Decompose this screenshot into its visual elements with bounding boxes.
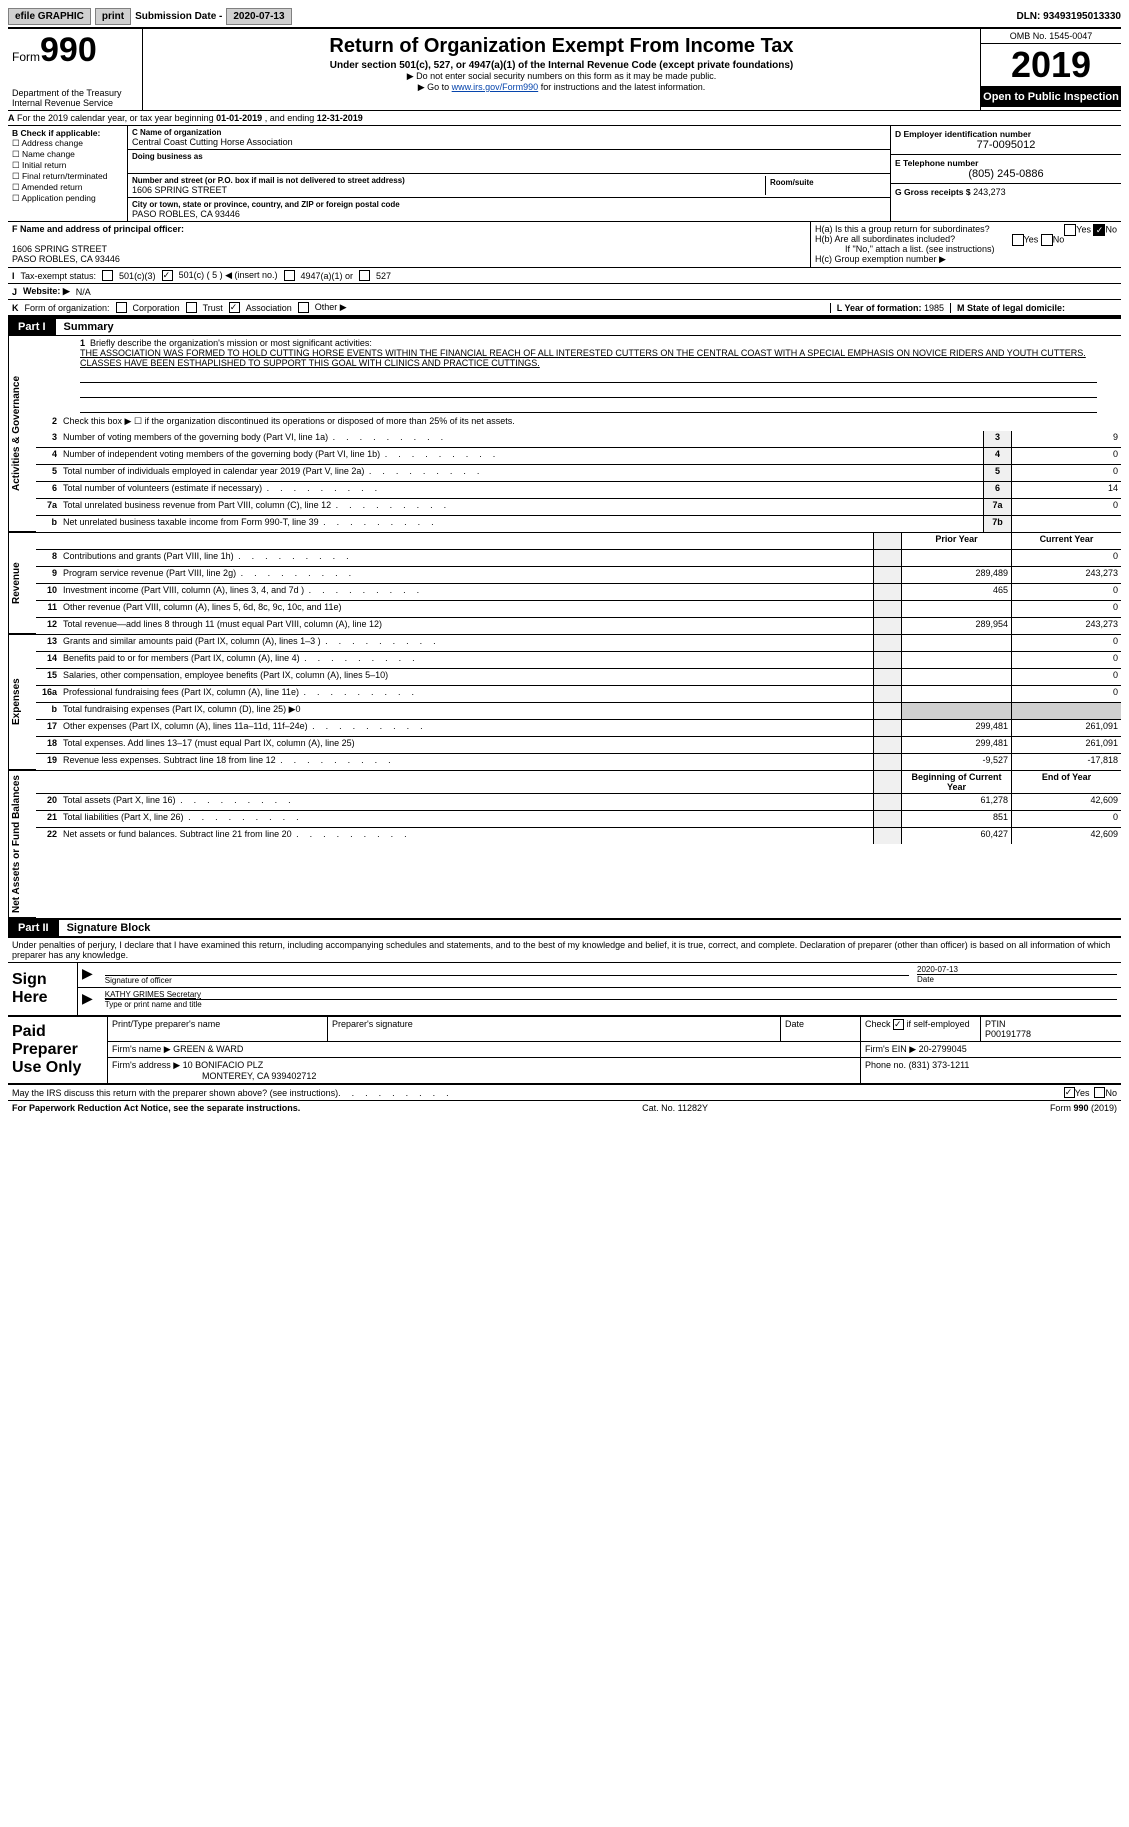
block-b-header: B Check if applicable: (12, 128, 123, 138)
firm-name: GREEN & WARD (173, 1044, 243, 1054)
efile-badge: efile GRAPHIC (8, 8, 91, 25)
part-1-header: Part I Summary (8, 317, 1121, 336)
firm-addr1: 10 BONIFACIO PLZ (183, 1060, 264, 1070)
ein-label: D Employer identification number (895, 129, 1117, 139)
period-line: A For the 2019 calendar year, or tax yea… (8, 110, 1121, 125)
open-to-public: Open to Public Inspection (981, 87, 1121, 107)
officer-sig-label: Signature of officer (105, 975, 909, 985)
form-title: Return of Organization Exempt From Incom… (151, 35, 972, 58)
tax-year: 2019 (981, 44, 1121, 87)
sign-here-label: Sign Here (8, 963, 78, 1015)
omb-number: OMB No. 1545-0047 (981, 29, 1121, 44)
officer-name: KATHY GRIMES Secretary (105, 990, 1117, 999)
row-i: I Tax-exempt status: 501(c)(3) 501(c) ( … (8, 267, 1121, 283)
tel-label: E Telephone number (895, 158, 1117, 168)
form-number: Form990 (12, 31, 138, 70)
prep-name-label: Print/Type preparer's name (108, 1017, 328, 1041)
prep-sig-label: Preparer's signature (328, 1017, 781, 1041)
chk-initial-return[interactable]: Initial return (12, 160, 123, 171)
chk-discuss-yes[interactable] (1064, 1087, 1075, 1098)
chk-trust[interactable] (186, 302, 197, 313)
vtab-net-assets: Net Assets or Fund Balances (8, 771, 36, 918)
form-footer: Form 990 (2019) (1050, 1103, 1117, 1113)
chk-amended[interactable]: Amended return (12, 182, 123, 193)
chk-527[interactable] (359, 270, 370, 281)
cat-no: Cat. No. 11282Y (642, 1103, 708, 1113)
chk-501c3[interactable] (102, 270, 113, 281)
form-note-2: Go to www.irs.gov/Form990 for instructio… (151, 82, 972, 93)
mission-text: THE ASSOCIATION WAS FORMED TO HOLD CUTTI… (80, 348, 1086, 368)
discuss-row: May the IRS discuss this return with the… (8, 1085, 1121, 1100)
top-bar: efile GRAPHIC print Submission Date - 20… (8, 8, 1121, 25)
form990-link[interactable]: www.irs.gov/Form990 (452, 82, 539, 92)
block-fh: F Name and address of principal officer:… (8, 221, 1121, 267)
chk-assoc[interactable] (229, 302, 240, 313)
officer-label: F Name and address of principal officer: (12, 224, 806, 234)
submission-date-label: Submission Date - (135, 11, 222, 22)
gross-label: G Gross receipts $ (895, 187, 971, 197)
city-label: City or town, state or province, country… (132, 200, 886, 209)
officer-addr2: PASO ROBLES, CA 93446 (12, 254, 806, 264)
sign-arrow-icon-2: ▶ (82, 990, 97, 1009)
mission-block: 1 Briefly describe the organization's mi… (36, 336, 1121, 415)
firm-ein: 20-2799045 (919, 1044, 967, 1054)
sign-declaration: Under penalties of perjury, I declare th… (8, 938, 1121, 962)
prep-self-employed: Check if self-employed (861, 1017, 981, 1041)
org-address: 1606 SPRING STREET (132, 185, 765, 195)
dba-label: Doing business as (132, 152, 886, 161)
prep-date-label: Date (781, 1017, 861, 1041)
pra-notice: For Paperwork Reduction Act Notice, see … (12, 1103, 300, 1113)
row-j: J Website: ▶ N/A (8, 283, 1121, 299)
chk-other[interactable] (298, 302, 309, 313)
officer-addr1: 1606 SPRING STREET (12, 244, 806, 254)
gross-value: 243,273 (973, 187, 1006, 197)
form-subtitle: Under section 501(c), 527, or 4947(a)(1)… (151, 60, 972, 71)
chk-discuss-no[interactable] (1094, 1087, 1105, 1098)
ein-value: 77-0095012 (895, 139, 1117, 151)
tel-value: (805) 245-0886 (895, 168, 1117, 180)
chk-final-return[interactable]: Final return/terminated (12, 171, 123, 182)
h-a: H(a) Is this a group return for subordin… (815, 224, 1117, 234)
h-b-note: If "No," attach a list. (see instruction… (815, 244, 1117, 254)
chk-501c[interactable] (162, 270, 173, 281)
addr-label: Number and street (or P.O. box if mail i… (132, 176, 765, 185)
sign-arrow-icon: ▶ (82, 965, 97, 985)
row-k: K Form of organization: Corporation Trus… (8, 299, 1121, 317)
form-header: Form990 Department of the Treasury Inter… (8, 27, 1121, 110)
chk-self-employed[interactable] (893, 1019, 904, 1030)
chk-address-change[interactable]: Address change (12, 138, 123, 149)
chk-corp[interactable] (116, 302, 127, 313)
h-c: H(c) Group exemption number ▶ (815, 254, 1117, 265)
submission-date: 2020-07-13 (226, 8, 291, 25)
form-note-1: Do not enter social security numbers on … (151, 71, 972, 82)
room-label: Room/suite (770, 178, 882, 187)
dept-treasury: Department of the Treasury Internal Reve… (12, 88, 138, 108)
firm-phone: (831) 373-1211 (909, 1060, 970, 1070)
print-button[interactable]: print (95, 8, 131, 25)
dln: DLN: 93493195013330 (1016, 11, 1121, 22)
vtab-expenses: Expenses (8, 635, 36, 770)
chk-name-change[interactable]: Name change (12, 149, 123, 160)
org-name: Central Coast Cutting Horse Association (132, 137, 886, 147)
website-value: N/A (76, 287, 91, 297)
ptin-value: P00191778 (985, 1029, 1117, 1039)
vtab-revenue: Revenue (8, 533, 36, 634)
chk-4947[interactable] (284, 270, 295, 281)
sign-date: 2020-07-13 (917, 965, 1117, 974)
org-name-label: C Name of organization (132, 128, 886, 137)
firm-addr2: MONTEREY, CA 939402712 (112, 1071, 316, 1081)
block-bcd: B Check if applicable: Address change Na… (8, 125, 1121, 221)
chk-app-pending[interactable]: Application pending (12, 193, 123, 204)
vtab-governance: Activities & Governance (8, 336, 36, 532)
org-city: PASO ROBLES, CA 93446 (132, 209, 886, 219)
paid-preparer: Paid Preparer Use Only Print/Type prepar… (8, 1015, 1121, 1085)
part-2-header: Part II Signature Block (8, 918, 1121, 937)
